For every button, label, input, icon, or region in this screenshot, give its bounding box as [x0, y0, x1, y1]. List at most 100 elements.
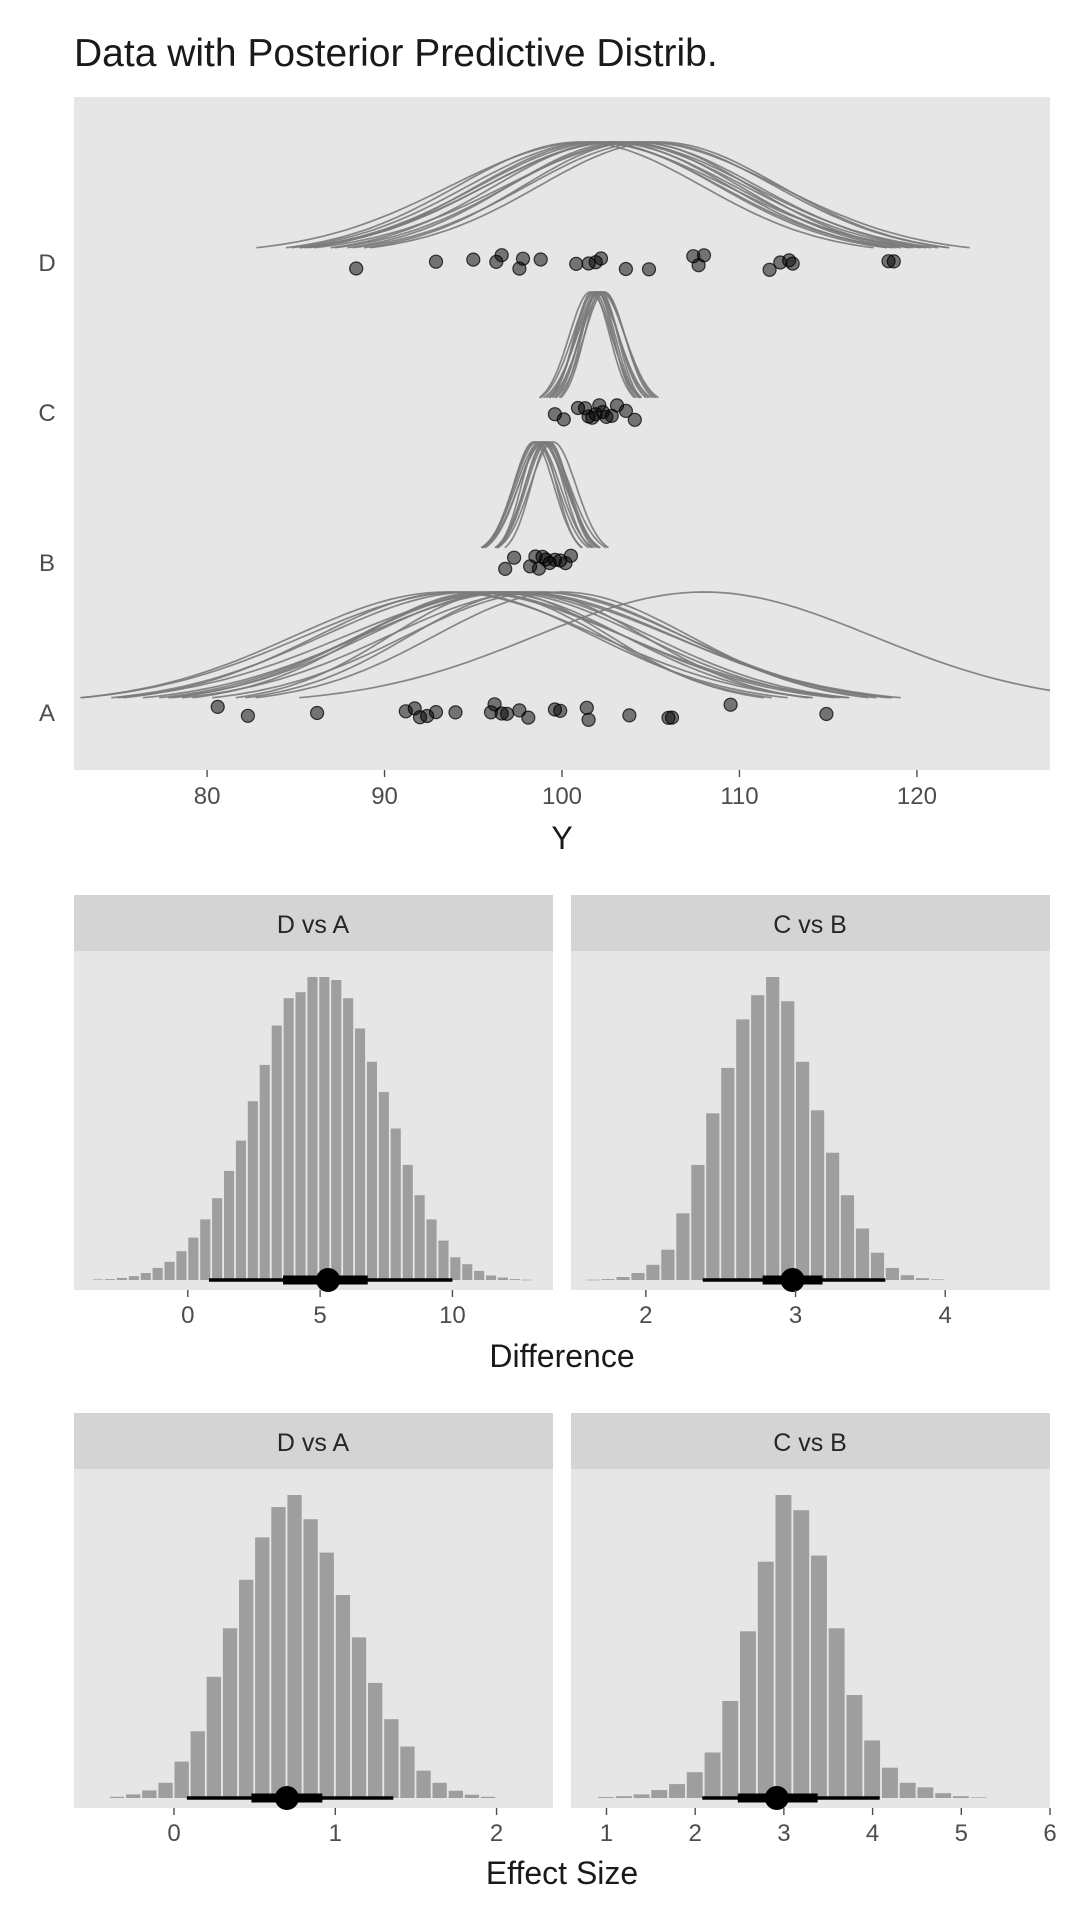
histogram-bar — [601, 1279, 615, 1280]
histogram-bar — [224, 1170, 235, 1280]
histogram-bar — [793, 1510, 810, 1798]
interval-point — [316, 1268, 341, 1292]
histogram-bar — [93, 1279, 104, 1280]
histogram-bar — [935, 1793, 952, 1798]
data-point-d — [785, 256, 800, 271]
histogram-bar — [615, 1796, 632, 1798]
histogram-bar — [222, 1628, 238, 1798]
histogram-bar — [631, 1273, 645, 1280]
histogram-c-vs-b-effect-size: 1 2 3 4 5 6 — [598, 1495, 1057, 1847]
histogram-bar — [212, 1198, 223, 1280]
histogram-bar — [462, 1264, 473, 1280]
histogram-bar — [104, 1279, 115, 1280]
histogram-bar — [140, 1273, 151, 1280]
histogram-bar — [811, 1555, 827, 1798]
x-tick-label: 10 — [439, 1302, 466, 1329]
x-axis-title-effect-size: Effect Size — [486, 1855, 638, 1891]
histogram-bar — [235, 1140, 246, 1280]
data-point-d — [515, 251, 531, 266]
histogram-bar — [509, 1279, 520, 1280]
x-tick-label: 5 — [955, 1820, 968, 1847]
data-point-b — [563, 548, 579, 563]
histogram-bar — [721, 1067, 735, 1280]
histogram-bar — [303, 1519, 318, 1798]
interval-point — [780, 1268, 805, 1292]
x-tick-label: 4 — [866, 1820, 879, 1847]
histogram-bar — [142, 1790, 157, 1798]
histogram-bar — [751, 995, 765, 1280]
data-point-a — [240, 708, 255, 723]
histogram-bar — [704, 1752, 721, 1798]
data-point-a — [521, 710, 536, 725]
histogram-bar — [651, 1790, 668, 1798]
x-tick-label: 4 — [939, 1302, 952, 1329]
histogram-bar — [474, 1270, 485, 1280]
x-tick-label: 6 — [1043, 1820, 1056, 1847]
histogram-bar — [307, 977, 318, 1280]
histogram-bar — [691, 1164, 705, 1280]
data-point-d — [618, 261, 634, 277]
histogram-bar — [158, 1782, 173, 1798]
histogram-bar — [164, 1261, 175, 1280]
x-tick-label: 110 — [720, 783, 758, 810]
strip-c-vs-b-difference — [571, 895, 1050, 951]
data-point-c — [556, 412, 571, 427]
histogram-bar — [586, 1279, 600, 1281]
x-tick-label: 1 — [329, 1820, 342, 1847]
histogram-d-vs-a-effect-size: 0 1 2 — [110, 1495, 503, 1847]
panel-c-vs-b-difference — [571, 951, 1050, 1290]
histogram-bar — [190, 1731, 205, 1798]
ppd-curve-b — [481, 441, 593, 549]
data-points — [210, 248, 901, 727]
data-point-a — [428, 704, 444, 720]
histogram-bar — [899, 1782, 916, 1798]
strip-d-vs-a-effect-size — [74, 1413, 553, 1469]
histogram-bar — [271, 1025, 282, 1280]
histogram-bar — [426, 1219, 437, 1280]
histogram-bar — [775, 1495, 792, 1798]
y-tick-label-a: A — [39, 700, 55, 727]
histogram-bar — [915, 1278, 929, 1280]
histogram-bar — [917, 1787, 934, 1798]
x-tick-label: 3 — [777, 1820, 790, 1847]
x-tick-label: 90 — [371, 783, 398, 810]
histogram-bar — [766, 977, 780, 1280]
histogram-bar — [116, 1277, 127, 1280]
data-point-a — [310, 705, 325, 721]
histogram-bar — [497, 1277, 508, 1280]
data-point-a — [819, 706, 834, 722]
data-point-d — [886, 254, 901, 269]
data-point-b — [506, 550, 522, 565]
ppd-curve-d — [291, 141, 897, 249]
ppd-curve-d — [369, 141, 950, 249]
histogram-bar — [598, 1797, 614, 1798]
histogram-bar — [864, 1740, 881, 1798]
histogram-bar — [174, 1761, 189, 1798]
data-point-d — [593, 251, 609, 266]
histogram-bar — [432, 1782, 447, 1798]
data-point-b — [498, 561, 513, 577]
histogram-bar — [366, 1061, 377, 1280]
histogram-bar — [206, 1676, 221, 1798]
histogram-bar — [368, 1682, 383, 1798]
histogram-bar — [826, 1152, 840, 1280]
histogram-bar — [970, 1797, 987, 1798]
histogram-bar — [722, 1701, 739, 1798]
histogram-bar — [669, 1784, 685, 1798]
histogram-bar — [319, 977, 330, 1280]
data-point-a — [664, 710, 680, 725]
ppd-curve-c — [543, 291, 659, 399]
histogram-bar — [378, 1092, 389, 1280]
data-point-d — [494, 248, 509, 263]
histogram-bar — [952, 1796, 969, 1798]
ppd-curve-c — [554, 291, 641, 399]
histogram-bar — [736, 1019, 750, 1280]
histogram-bar — [855, 1228, 870, 1280]
histogram-bar — [126, 1794, 141, 1798]
histogram-bar — [840, 1195, 855, 1280]
x-axis-title-y: Y — [551, 820, 572, 856]
data-point-a — [622, 708, 637, 723]
ppd-curve-d — [299, 141, 939, 249]
histogram-bar — [295, 992, 306, 1280]
x-tick-label: 0 — [181, 1302, 194, 1329]
